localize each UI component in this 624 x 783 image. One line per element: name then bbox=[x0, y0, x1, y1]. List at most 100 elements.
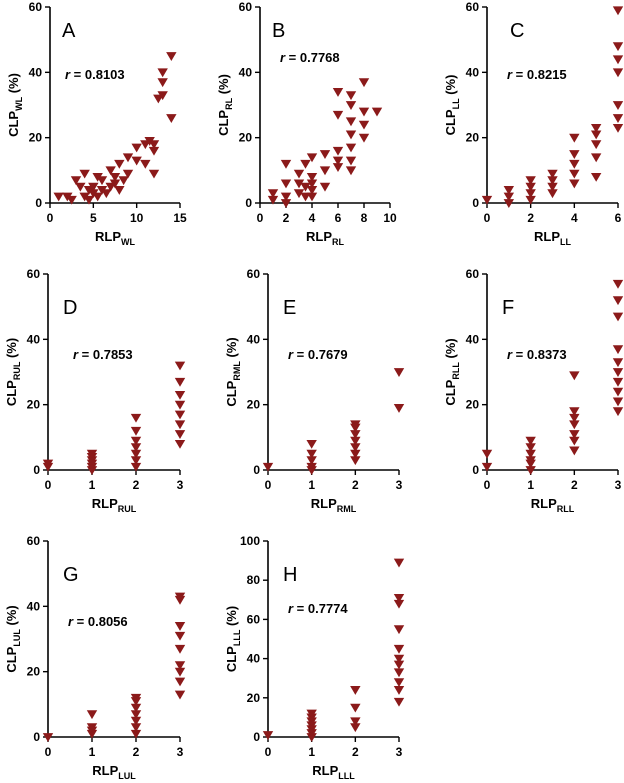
data-point bbox=[345, 130, 357, 140]
data-point bbox=[350, 436, 361, 446]
y-tick-label: 0 bbox=[472, 463, 479, 477]
data-point bbox=[525, 466, 536, 475]
x-tick-label: 0 bbox=[265, 745, 272, 759]
data-point bbox=[612, 368, 624, 377]
x-tick-label: 2 bbox=[283, 211, 290, 225]
data-point bbox=[174, 430, 186, 440]
data-point bbox=[393, 599, 405, 609]
data-point bbox=[130, 443, 142, 453]
x-tick-label: 2 bbox=[527, 211, 534, 225]
y-tick-label: 60 bbox=[27, 267, 41, 281]
data-point bbox=[280, 179, 292, 189]
data-point bbox=[358, 78, 370, 88]
data-point bbox=[358, 133, 370, 143]
data-point bbox=[293, 179, 305, 189]
data-point bbox=[612, 387, 624, 397]
y-tick-label: 60 bbox=[247, 612, 261, 626]
y-axis-label: CLPRUL (%) bbox=[4, 338, 22, 406]
x-tick-label: 3 bbox=[615, 478, 622, 492]
r-value: r = 0.8215 bbox=[507, 67, 567, 82]
data-point bbox=[101, 189, 112, 199]
panel-letter: E bbox=[283, 297, 296, 319]
data-point bbox=[481, 462, 493, 472]
y-tick-label: 20 bbox=[466, 131, 480, 145]
data-point bbox=[174, 377, 186, 387]
data-point bbox=[280, 159, 292, 169]
data-point bbox=[130, 426, 142, 436]
data-point bbox=[86, 710, 98, 720]
y-tick-label: 0 bbox=[253, 463, 260, 477]
panel-letter: H bbox=[283, 564, 297, 586]
data-point bbox=[590, 153, 602, 163]
data-point bbox=[503, 199, 515, 208]
data-point bbox=[569, 446, 580, 456]
y-tick-label: 20 bbox=[466, 398, 480, 412]
data-point bbox=[350, 456, 361, 466]
y-tick-label: 0 bbox=[245, 196, 252, 210]
data-point bbox=[612, 377, 624, 387]
data-point bbox=[590, 123, 602, 133]
data-point bbox=[569, 371, 580, 381]
data-point bbox=[130, 462, 142, 472]
data-point bbox=[114, 159, 125, 169]
y-tick-label: 60 bbox=[247, 267, 261, 281]
x-tick-label: 0 bbox=[257, 211, 264, 225]
data-point bbox=[293, 169, 305, 179]
data-point bbox=[612, 407, 624, 417]
data-point bbox=[130, 456, 142, 466]
y-tick-label: 40 bbox=[27, 599, 41, 613]
data-point bbox=[569, 169, 580, 179]
data-point bbox=[569, 436, 580, 446]
data-point bbox=[105, 166, 116, 176]
data-point bbox=[300, 182, 311, 192]
data-point bbox=[148, 140, 160, 150]
data-point bbox=[166, 52, 177, 61]
data-point bbox=[345, 117, 357, 127]
data-point bbox=[174, 677, 186, 687]
x-tick-label: 1 bbox=[308, 745, 315, 759]
panel-letter: G bbox=[63, 564, 79, 586]
data-point bbox=[262, 462, 274, 472]
data-point bbox=[612, 397, 624, 407]
x-tick-label: 8 bbox=[361, 211, 368, 225]
data-point bbox=[262, 731, 274, 740]
data-point bbox=[157, 78, 168, 88]
data-point bbox=[319, 150, 331, 159]
data-point bbox=[393, 668, 405, 678]
y-tick-label: 0 bbox=[33, 463, 40, 477]
data-point bbox=[612, 42, 624, 52]
x-tick-label: 6 bbox=[335, 211, 342, 225]
x-axis-label: RLPLLL bbox=[312, 763, 355, 781]
y-axis-label: CLPRL (%) bbox=[216, 74, 234, 136]
data-point bbox=[525, 443, 536, 453]
data-point bbox=[306, 192, 318, 202]
data-point bbox=[569, 179, 580, 189]
data-point bbox=[393, 593, 405, 603]
data-point bbox=[92, 192, 103, 202]
x-tick-label: 3 bbox=[177, 745, 184, 759]
y-axis-label: CLPRLL (%) bbox=[443, 338, 461, 405]
y-tick-label: 60 bbox=[239, 0, 253, 14]
data-point bbox=[75, 182, 86, 192]
data-point bbox=[525, 449, 536, 459]
data-point bbox=[350, 430, 361, 440]
r-value: r = 0.7679 bbox=[288, 347, 348, 362]
x-tick-label: 3 bbox=[396, 745, 403, 759]
data-point bbox=[345, 156, 357, 166]
x-tick-label: 0 bbox=[47, 211, 54, 225]
x-tick-label: 3 bbox=[396, 478, 403, 492]
data-point bbox=[525, 182, 536, 192]
data-point bbox=[131, 156, 142, 166]
data-point bbox=[319, 182, 331, 192]
r-value: r = 0.8103 bbox=[65, 67, 125, 82]
data-point bbox=[174, 439, 186, 449]
data-point bbox=[345, 166, 357, 176]
data-point bbox=[525, 456, 536, 466]
y-axis-label: CLPLLL (%) bbox=[224, 606, 242, 672]
data-point bbox=[306, 439, 317, 449]
x-tick-label: 0 bbox=[45, 478, 52, 492]
data-point bbox=[174, 390, 186, 400]
data-point bbox=[612, 312, 624, 322]
r-value: r = 0.8056 bbox=[68, 614, 128, 629]
